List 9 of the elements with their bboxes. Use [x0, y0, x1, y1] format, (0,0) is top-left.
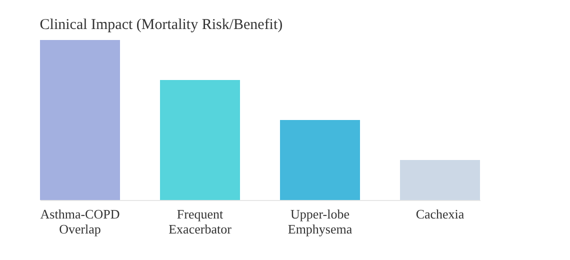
- x-tick-label: Cachexia: [416, 206, 464, 222]
- x-tick-label: Frequent Exacerbator: [168, 206, 232, 236]
- bar: [280, 120, 360, 200]
- x-tick-label: Upper-lobe Emphysema: [288, 206, 352, 236]
- bar: [160, 80, 240, 200]
- bar: [40, 40, 120, 200]
- bar: [400, 160, 480, 200]
- x-tick-label: Asthma-COPD Overlap: [40, 206, 120, 236]
- chart-title: Clinical Impact (Mortality Risk/Benefit): [40, 17, 283, 33]
